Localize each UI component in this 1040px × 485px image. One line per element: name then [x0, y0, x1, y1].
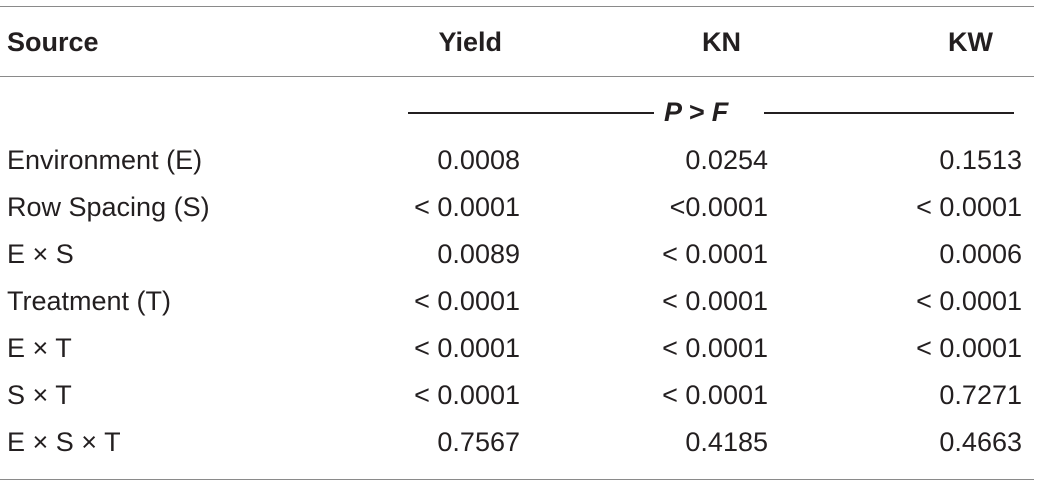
statistic-label: P > F	[664, 97, 729, 127]
cell-kn: < 0.0001	[662, 286, 768, 316]
cell-yield: 0.7567	[437, 427, 520, 457]
cell-source: E × T	[7, 333, 72, 363]
cell-yield: 0.0008	[437, 145, 520, 175]
cell-source: Row Spacing (S)	[7, 192, 210, 222]
table-header-rule	[0, 76, 1034, 77]
spanner-dash-left	[408, 112, 654, 114]
header-kn: KN	[702, 27, 741, 57]
cell-kw: < 0.0001	[916, 286, 1022, 316]
cell-yield: < 0.0001	[414, 192, 520, 222]
cell-source: E × S × T	[7, 427, 121, 457]
cell-kn: < 0.0001	[662, 380, 768, 410]
cell-kw: 0.0006	[939, 239, 1022, 269]
cell-yield: < 0.0001	[414, 286, 520, 316]
cell-yield: < 0.0001	[414, 380, 520, 410]
spanner-dash-right	[764, 112, 1014, 114]
cell-kw: 0.1513	[939, 145, 1022, 175]
table-top-rule	[0, 6, 1034, 7]
cell-kw: 0.4663	[939, 427, 1022, 457]
cell-source: Environment (E)	[7, 145, 203, 175]
header-yield: Yield	[438, 27, 502, 57]
statistic-spanner: P > F	[408, 96, 1014, 128]
cell-kn: < 0.0001	[662, 333, 768, 363]
cell-yield: 0.0089	[437, 239, 520, 269]
cell-kn: 0.4185	[685, 427, 768, 457]
cell-kw: < 0.0001	[916, 192, 1022, 222]
cell-kw: 0.7271	[939, 380, 1022, 410]
cell-kn: < 0.0001	[662, 239, 768, 269]
cell-kn: <0.0001	[669, 192, 768, 222]
table-bottom-rule	[0, 479, 1034, 480]
cell-yield: < 0.0001	[414, 333, 520, 363]
cell-source: Treatment (T)	[7, 286, 172, 316]
cell-kw: < 0.0001	[916, 333, 1022, 363]
cell-source: E × S	[7, 239, 74, 269]
header-kw: KW	[948, 27, 993, 57]
cell-source: S × T	[7, 380, 72, 410]
header-source: Source	[7, 27, 99, 57]
cell-kn: 0.0254	[685, 145, 768, 175]
